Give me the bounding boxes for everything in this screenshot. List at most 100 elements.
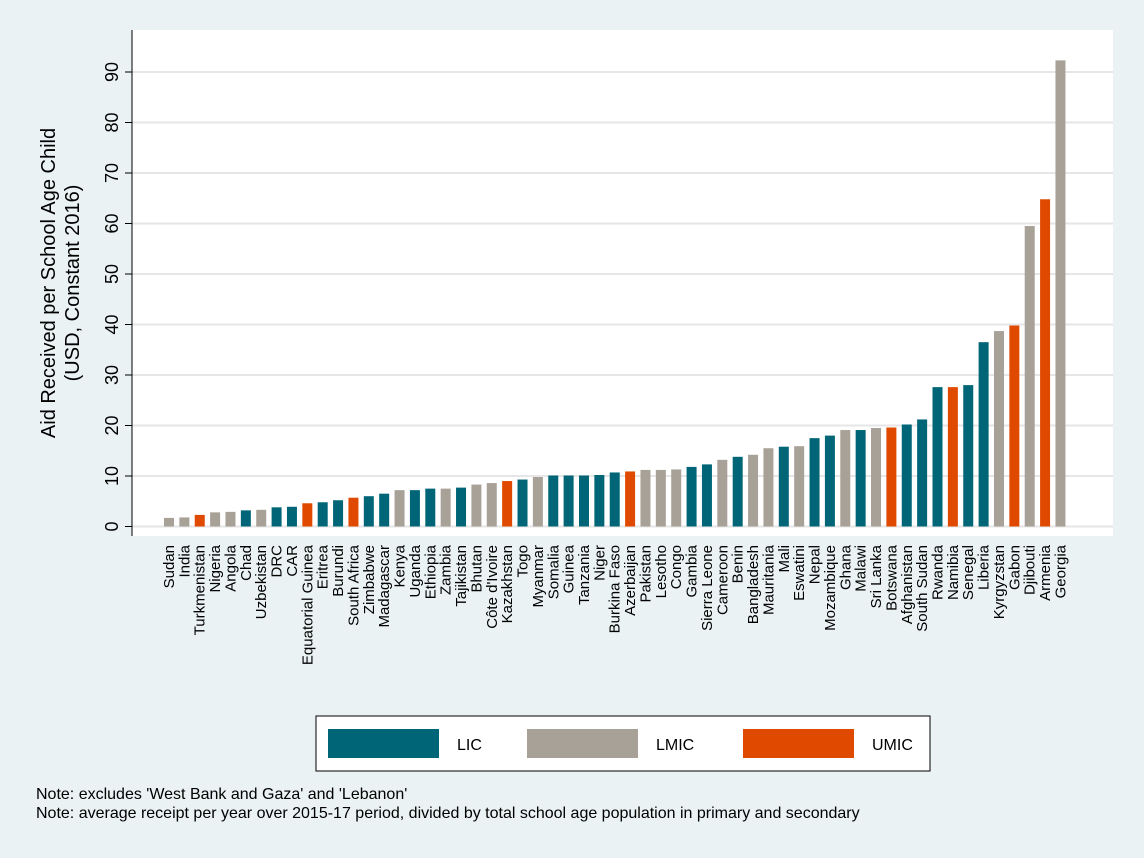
x-tick-label: Sierra Leone bbox=[699, 545, 716, 631]
x-tick-label: Senegal bbox=[960, 545, 977, 600]
x-tick-label: Afghanistan bbox=[899, 545, 916, 624]
gridlines bbox=[132, 71, 1113, 528]
x-tick-label: Lesotho bbox=[653, 545, 670, 598]
bar bbox=[763, 448, 774, 527]
bar bbox=[901, 424, 912, 527]
bar bbox=[947, 387, 958, 527]
bar bbox=[640, 469, 651, 527]
bar bbox=[517, 479, 528, 527]
bar bbox=[486, 483, 497, 527]
bar bbox=[394, 490, 405, 527]
bar bbox=[333, 500, 344, 527]
x-tick-label: DRC bbox=[269, 545, 286, 578]
x-tick-label: South Sudan bbox=[914, 545, 931, 632]
bar bbox=[917, 419, 928, 527]
bars bbox=[164, 60, 1066, 527]
bar bbox=[1040, 199, 1051, 527]
x-tick-label: Gabon bbox=[1006, 545, 1023, 590]
bar bbox=[164, 517, 174, 527]
x-tick-label: Somalia bbox=[545, 544, 562, 599]
bar bbox=[225, 511, 236, 527]
x-tick-label: Mauritania bbox=[760, 544, 777, 615]
bar bbox=[379, 493, 390, 527]
x-tick-label: Niger bbox=[591, 545, 608, 581]
x-tick-label: Uzbekistan bbox=[253, 545, 270, 619]
note-methodology: Note: average receipt per year over 2015… bbox=[36, 805, 860, 822]
x-tick-label: Eswatini bbox=[791, 545, 808, 601]
bar bbox=[456, 487, 467, 527]
x-tick-label: Burkina Faso bbox=[607, 545, 624, 633]
bar bbox=[425, 488, 436, 527]
bar bbox=[548, 475, 559, 527]
bar bbox=[809, 438, 820, 527]
bar bbox=[748, 454, 759, 527]
bar bbox=[179, 517, 190, 527]
x-tick-label: Myanmar bbox=[530, 545, 547, 608]
bar bbox=[932, 387, 943, 527]
bar bbox=[240, 510, 251, 527]
x-tick-label: Madagascar bbox=[376, 545, 393, 628]
y-tick-label: 60 bbox=[102, 213, 122, 233]
x-tick-label: Kenya bbox=[392, 544, 409, 587]
x-tick-label: Equatorial Guinea bbox=[299, 544, 316, 665]
bar bbox=[563, 475, 574, 527]
bar bbox=[409, 490, 420, 527]
bar bbox=[855, 430, 866, 527]
x-tick-label: Guinea bbox=[561, 544, 578, 593]
x-tick-label: Côte d'Ivoire bbox=[484, 545, 501, 629]
bar bbox=[594, 474, 605, 527]
bar bbox=[686, 466, 697, 527]
x-tick-label: Rwanda bbox=[930, 544, 947, 600]
x-tick-label: Bhutan bbox=[468, 545, 485, 593]
x-tick-label: Nigeria bbox=[207, 544, 224, 592]
bar bbox=[840, 430, 851, 527]
bar bbox=[440, 488, 451, 527]
bar bbox=[671, 469, 682, 527]
legend-label-umic: UMIC bbox=[872, 737, 913, 754]
x-tick-label: Chad bbox=[238, 545, 255, 581]
x-tick-label: Sudan bbox=[161, 545, 178, 588]
bar bbox=[532, 477, 543, 527]
legend: LIC LMIC UMIC bbox=[315, 715, 931, 772]
y-axis-label-line2: (USD, Constant 2016) bbox=[62, 185, 84, 382]
x-tick-label: Azerbaijan bbox=[622, 545, 639, 616]
y-axis-label-line1: Aid Received per School Age Child bbox=[38, 128, 60, 438]
legend-swatch-lmic bbox=[527, 729, 638, 758]
legend-swatch-lic bbox=[328, 729, 439, 758]
legend-label-lmic: LMIC bbox=[656, 737, 694, 754]
bar bbox=[363, 496, 374, 527]
bar bbox=[348, 497, 359, 527]
x-tick-label: Nepal bbox=[807, 545, 824, 584]
bar bbox=[655, 469, 666, 527]
bar bbox=[993, 331, 1004, 527]
x-tick-label: Togo bbox=[515, 545, 532, 578]
bar bbox=[824, 435, 835, 527]
bar bbox=[609, 472, 620, 527]
x-tick-label: Zambia bbox=[438, 544, 455, 595]
bar bbox=[778, 446, 789, 527]
x-tick-label: Uganda bbox=[407, 544, 424, 597]
x-tick-label: India bbox=[176, 544, 193, 577]
x-tick-label: Burundi bbox=[330, 545, 347, 597]
bar bbox=[625, 471, 636, 527]
bar bbox=[578, 475, 589, 527]
x-tick-label: Liberia bbox=[976, 544, 993, 590]
x-tick-label: Gambia bbox=[684, 544, 701, 597]
bar bbox=[1055, 60, 1066, 527]
x-tick-label: Angola bbox=[222, 544, 239, 591]
legend-swatch-umic bbox=[743, 729, 854, 758]
bar bbox=[963, 385, 974, 527]
x-tick-label: Pakistan bbox=[637, 545, 654, 603]
x-tick-labels: SudanIndiaTurkmenistanNigeriaAngolaChadU… bbox=[161, 544, 1069, 665]
bar bbox=[717, 459, 728, 527]
x-tick-label: Kyrgyzstan bbox=[991, 545, 1008, 619]
x-tick-label: Tajikistan bbox=[453, 545, 470, 607]
y-tick-label: 0 bbox=[102, 521, 122, 531]
x-tick-label: Botswana bbox=[883, 544, 900, 611]
chart-notes: Note: excludes 'West Bank and Gaza' and … bbox=[36, 785, 860, 823]
bar bbox=[886, 427, 897, 527]
legend-label-lic: LIC bbox=[457, 737, 482, 754]
x-tick-label: Ethiopia bbox=[422, 544, 439, 599]
x-tick-label: South Africa bbox=[345, 544, 362, 626]
